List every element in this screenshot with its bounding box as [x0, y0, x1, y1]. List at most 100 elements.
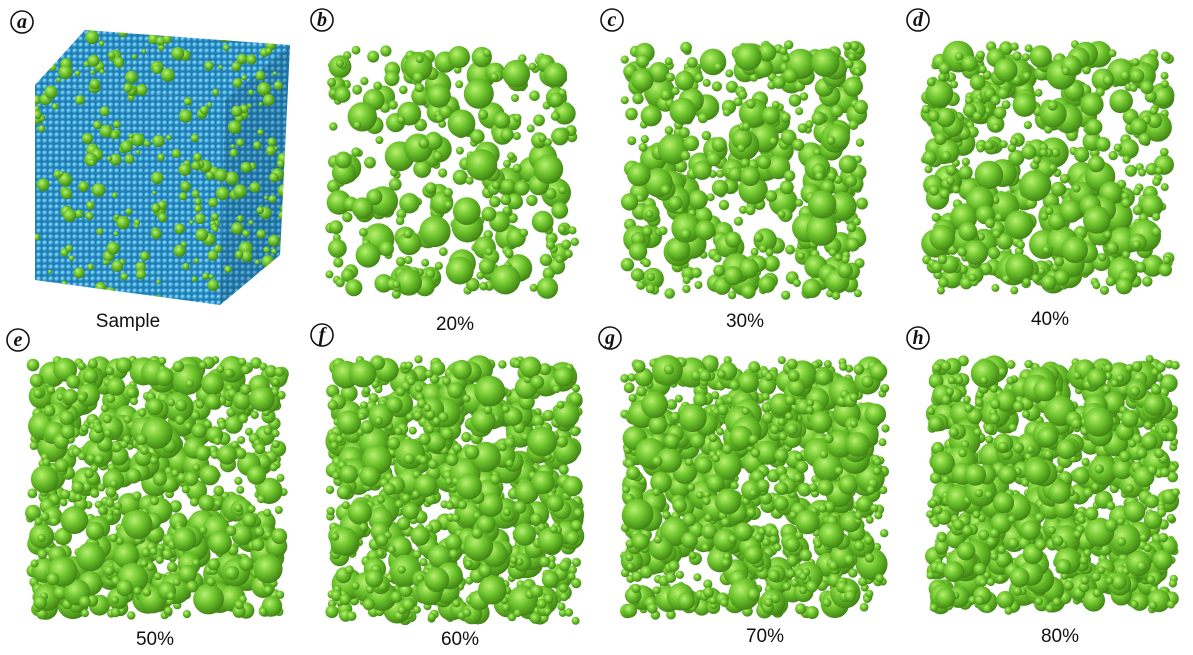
particle [263, 94, 275, 106]
particle [846, 432, 871, 457]
particle [798, 123, 808, 133]
particle [815, 172, 824, 181]
particle [214, 169, 227, 182]
particle [33, 596, 47, 610]
particle [264, 427, 272, 435]
particle [664, 433, 680, 449]
particle [652, 456, 662, 466]
particle [1133, 205, 1143, 215]
particle [200, 465, 220, 485]
particle [510, 556, 518, 564]
particle [200, 106, 209, 115]
particle [682, 285, 690, 293]
particle [231, 144, 235, 148]
particle [345, 279, 362, 296]
particle [991, 95, 1001, 105]
particle [835, 467, 843, 475]
particle [216, 365, 224, 373]
particle [824, 360, 832, 368]
particle [98, 506, 107, 515]
particle [865, 553, 875, 563]
particle [558, 225, 567, 234]
particle [348, 102, 377, 131]
particle [1107, 501, 1116, 510]
particle [624, 382, 635, 393]
particle [520, 357, 542, 379]
particle [543, 410, 554, 421]
particle [1006, 377, 1014, 385]
particle [938, 534, 947, 543]
particle [627, 136, 636, 145]
particle [158, 213, 167, 222]
particle [110, 480, 118, 488]
particle [554, 367, 574, 387]
particle [330, 527, 358, 555]
particle [409, 427, 417, 435]
particle [340, 594, 351, 605]
particle [787, 359, 798, 370]
particle [88, 55, 100, 67]
particle [29, 51, 43, 65]
particle [123, 510, 152, 539]
particle [125, 71, 138, 84]
particle [620, 374, 629, 383]
particle [1160, 468, 1170, 478]
particle [795, 199, 803, 207]
particle [373, 81, 382, 90]
particle [325, 270, 333, 278]
particle [114, 57, 125, 68]
particle [237, 436, 245, 444]
particle [765, 190, 777, 202]
particle [723, 108, 731, 116]
particle [1119, 139, 1139, 159]
panel-caption: Sample [96, 311, 160, 332]
particle [274, 367, 284, 377]
particle [774, 543, 782, 551]
particle [687, 57, 698, 68]
particle [1010, 137, 1018, 145]
particle [1035, 539, 1047, 551]
particle [406, 413, 414, 421]
particle [69, 255, 75, 261]
particle [572, 558, 581, 567]
particle [695, 73, 704, 82]
particle [1106, 242, 1119, 255]
particle [1100, 286, 1109, 295]
particle [84, 469, 94, 479]
particle [1114, 144, 1122, 152]
panel-letter: e [14, 329, 23, 351]
particle [105, 487, 116, 498]
particle [929, 225, 955, 251]
particle [782, 55, 790, 63]
particle [843, 77, 863, 97]
particle [939, 189, 949, 199]
particle [1137, 561, 1147, 571]
particle [272, 378, 280, 386]
particle [235, 448, 246, 459]
particle [105, 287, 116, 298]
particle [255, 527, 265, 537]
particle [410, 526, 430, 546]
particle [446, 454, 458, 466]
particle [274, 81, 283, 90]
particle [749, 435, 759, 445]
particle [537, 599, 547, 609]
particle [787, 555, 798, 566]
panel-letter: c [608, 9, 617, 31]
particle [419, 216, 450, 247]
particle [491, 73, 499, 81]
particle [463, 608, 472, 617]
particle [442, 377, 451, 386]
particle [553, 385, 561, 393]
particle [453, 444, 462, 453]
particle [799, 586, 807, 594]
particle [272, 440, 280, 448]
particle [1147, 575, 1155, 583]
particle [360, 77, 368, 85]
particle [854, 540, 865, 551]
particle [216, 187, 229, 200]
particle [226, 408, 235, 417]
particle [504, 249, 513, 258]
particle [1092, 281, 1100, 289]
particle [224, 266, 232, 274]
